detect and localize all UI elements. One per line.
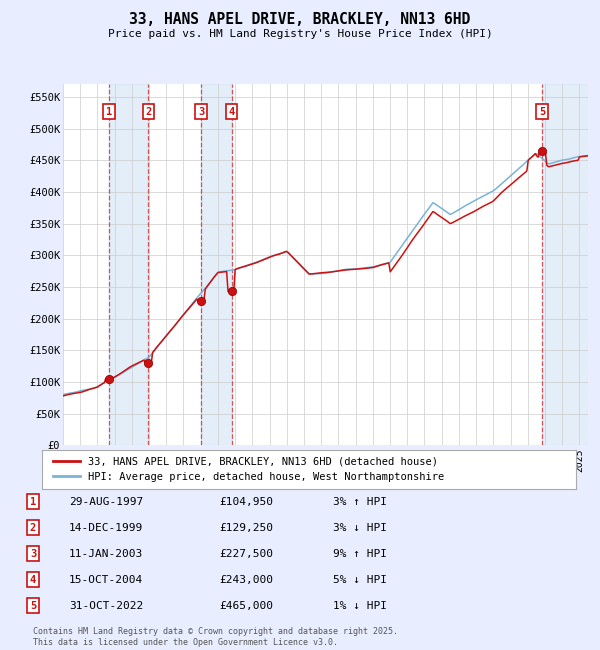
Bar: [109, 84, 148, 445]
Text: Price paid vs. HM Land Registry's House Price Index (HPI): Price paid vs. HM Land Registry's House …: [107, 29, 493, 39]
Text: 4: 4: [30, 575, 36, 585]
Text: 3% ↓ HPI: 3% ↓ HPI: [333, 523, 387, 533]
Text: 2: 2: [30, 523, 36, 533]
Text: £104,950: £104,950: [219, 497, 273, 507]
Text: 1% ↓ HPI: 1% ↓ HPI: [333, 601, 387, 611]
Text: 33, HANS APEL DRIVE, BRACKLEY, NN13 6HD: 33, HANS APEL DRIVE, BRACKLEY, NN13 6HD: [130, 12, 470, 27]
Text: 15-OCT-2004: 15-OCT-2004: [69, 575, 143, 585]
Text: £243,000: £243,000: [219, 575, 273, 585]
Text: 9% ↑ HPI: 9% ↑ HPI: [333, 549, 387, 559]
Text: 14-DEC-1999: 14-DEC-1999: [69, 523, 143, 533]
Text: 5: 5: [30, 601, 36, 611]
Text: Contains HM Land Registry data © Crown copyright and database right 2025.
This d: Contains HM Land Registry data © Crown c…: [33, 627, 398, 647]
Text: 3% ↑ HPI: 3% ↑ HPI: [333, 497, 387, 507]
Bar: [201, 84, 232, 445]
Text: 11-JAN-2003: 11-JAN-2003: [69, 549, 143, 559]
Text: 31-OCT-2022: 31-OCT-2022: [69, 601, 143, 611]
Text: £129,250: £129,250: [219, 523, 273, 533]
Text: 1: 1: [106, 107, 112, 116]
Text: £227,500: £227,500: [219, 549, 273, 559]
Text: 3: 3: [198, 107, 205, 116]
Text: 3: 3: [30, 549, 36, 559]
Bar: [542, 84, 588, 445]
Text: £465,000: £465,000: [219, 601, 273, 611]
Text: 1: 1: [30, 497, 36, 507]
Text: 5% ↓ HPI: 5% ↓ HPI: [333, 575, 387, 585]
Text: 29-AUG-1997: 29-AUG-1997: [69, 497, 143, 507]
Text: 4: 4: [229, 107, 235, 116]
Text: 5: 5: [539, 107, 545, 116]
Legend: 33, HANS APEL DRIVE, BRACKLEY, NN13 6HD (detached house), HPI: Average price, de: 33, HANS APEL DRIVE, BRACKLEY, NN13 6HD …: [47, 450, 451, 488]
Text: 2: 2: [145, 107, 152, 116]
